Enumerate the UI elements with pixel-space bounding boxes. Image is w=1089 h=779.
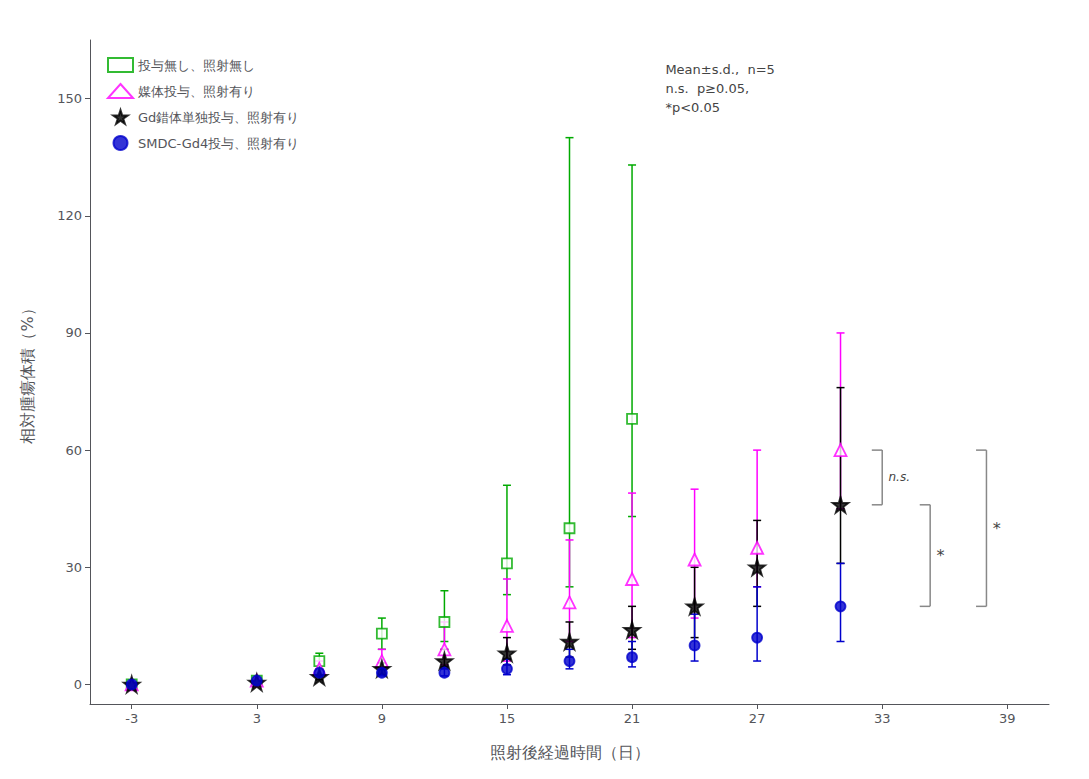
- svg-text:150: 150: [57, 91, 82, 106]
- svg-text:投与無し、照射無し: 投与無し、照射無し: [137, 58, 255, 73]
- svg-text:Mean±s.d., n=5: Mean±s.d., n=5: [665, 62, 774, 77]
- svg-text:-3: -3: [125, 711, 138, 726]
- svg-text:Gd錯体単独投与、照射有り: Gd錯体単独投与、照射有り: [138, 110, 299, 125]
- svg-text:n.s.: n.s.: [888, 470, 910, 484]
- svg-text:*: *: [936, 546, 944, 565]
- svg-text:27: 27: [749, 711, 766, 726]
- svg-text:媒体投与、照射有り: 媒体投与、照射有り: [138, 84, 255, 99]
- svg-text:相対腫瘍体積（%）: 相対腫瘍体積（%）: [18, 300, 37, 443]
- svg-text:33: 33: [874, 711, 891, 726]
- svg-text:30: 30: [65, 560, 82, 575]
- svg-text:90: 90: [65, 325, 82, 340]
- svg-text:*p<0.05: *p<0.05: [665, 100, 720, 115]
- svg-text:n.s. p≥0.05,: n.s. p≥0.05,: [665, 81, 749, 96]
- svg-text:3: 3: [253, 711, 261, 726]
- svg-text:照射後経過時間（日）: 照射後経過時間（日）: [490, 743, 650, 762]
- svg-text:120: 120: [57, 208, 82, 223]
- svg-text:SMDC-Gd4投与、照射有り: SMDC-Gd4投与、照射有り: [138, 136, 299, 151]
- svg-text:60: 60: [65, 443, 82, 458]
- svg-text:39: 39: [999, 711, 1016, 726]
- svg-text:9: 9: [378, 711, 386, 726]
- svg-text:15: 15: [499, 711, 516, 726]
- svg-text:21: 21: [624, 711, 641, 726]
- svg-text:*: *: [993, 519, 1001, 538]
- svg-text:0: 0: [74, 677, 82, 692]
